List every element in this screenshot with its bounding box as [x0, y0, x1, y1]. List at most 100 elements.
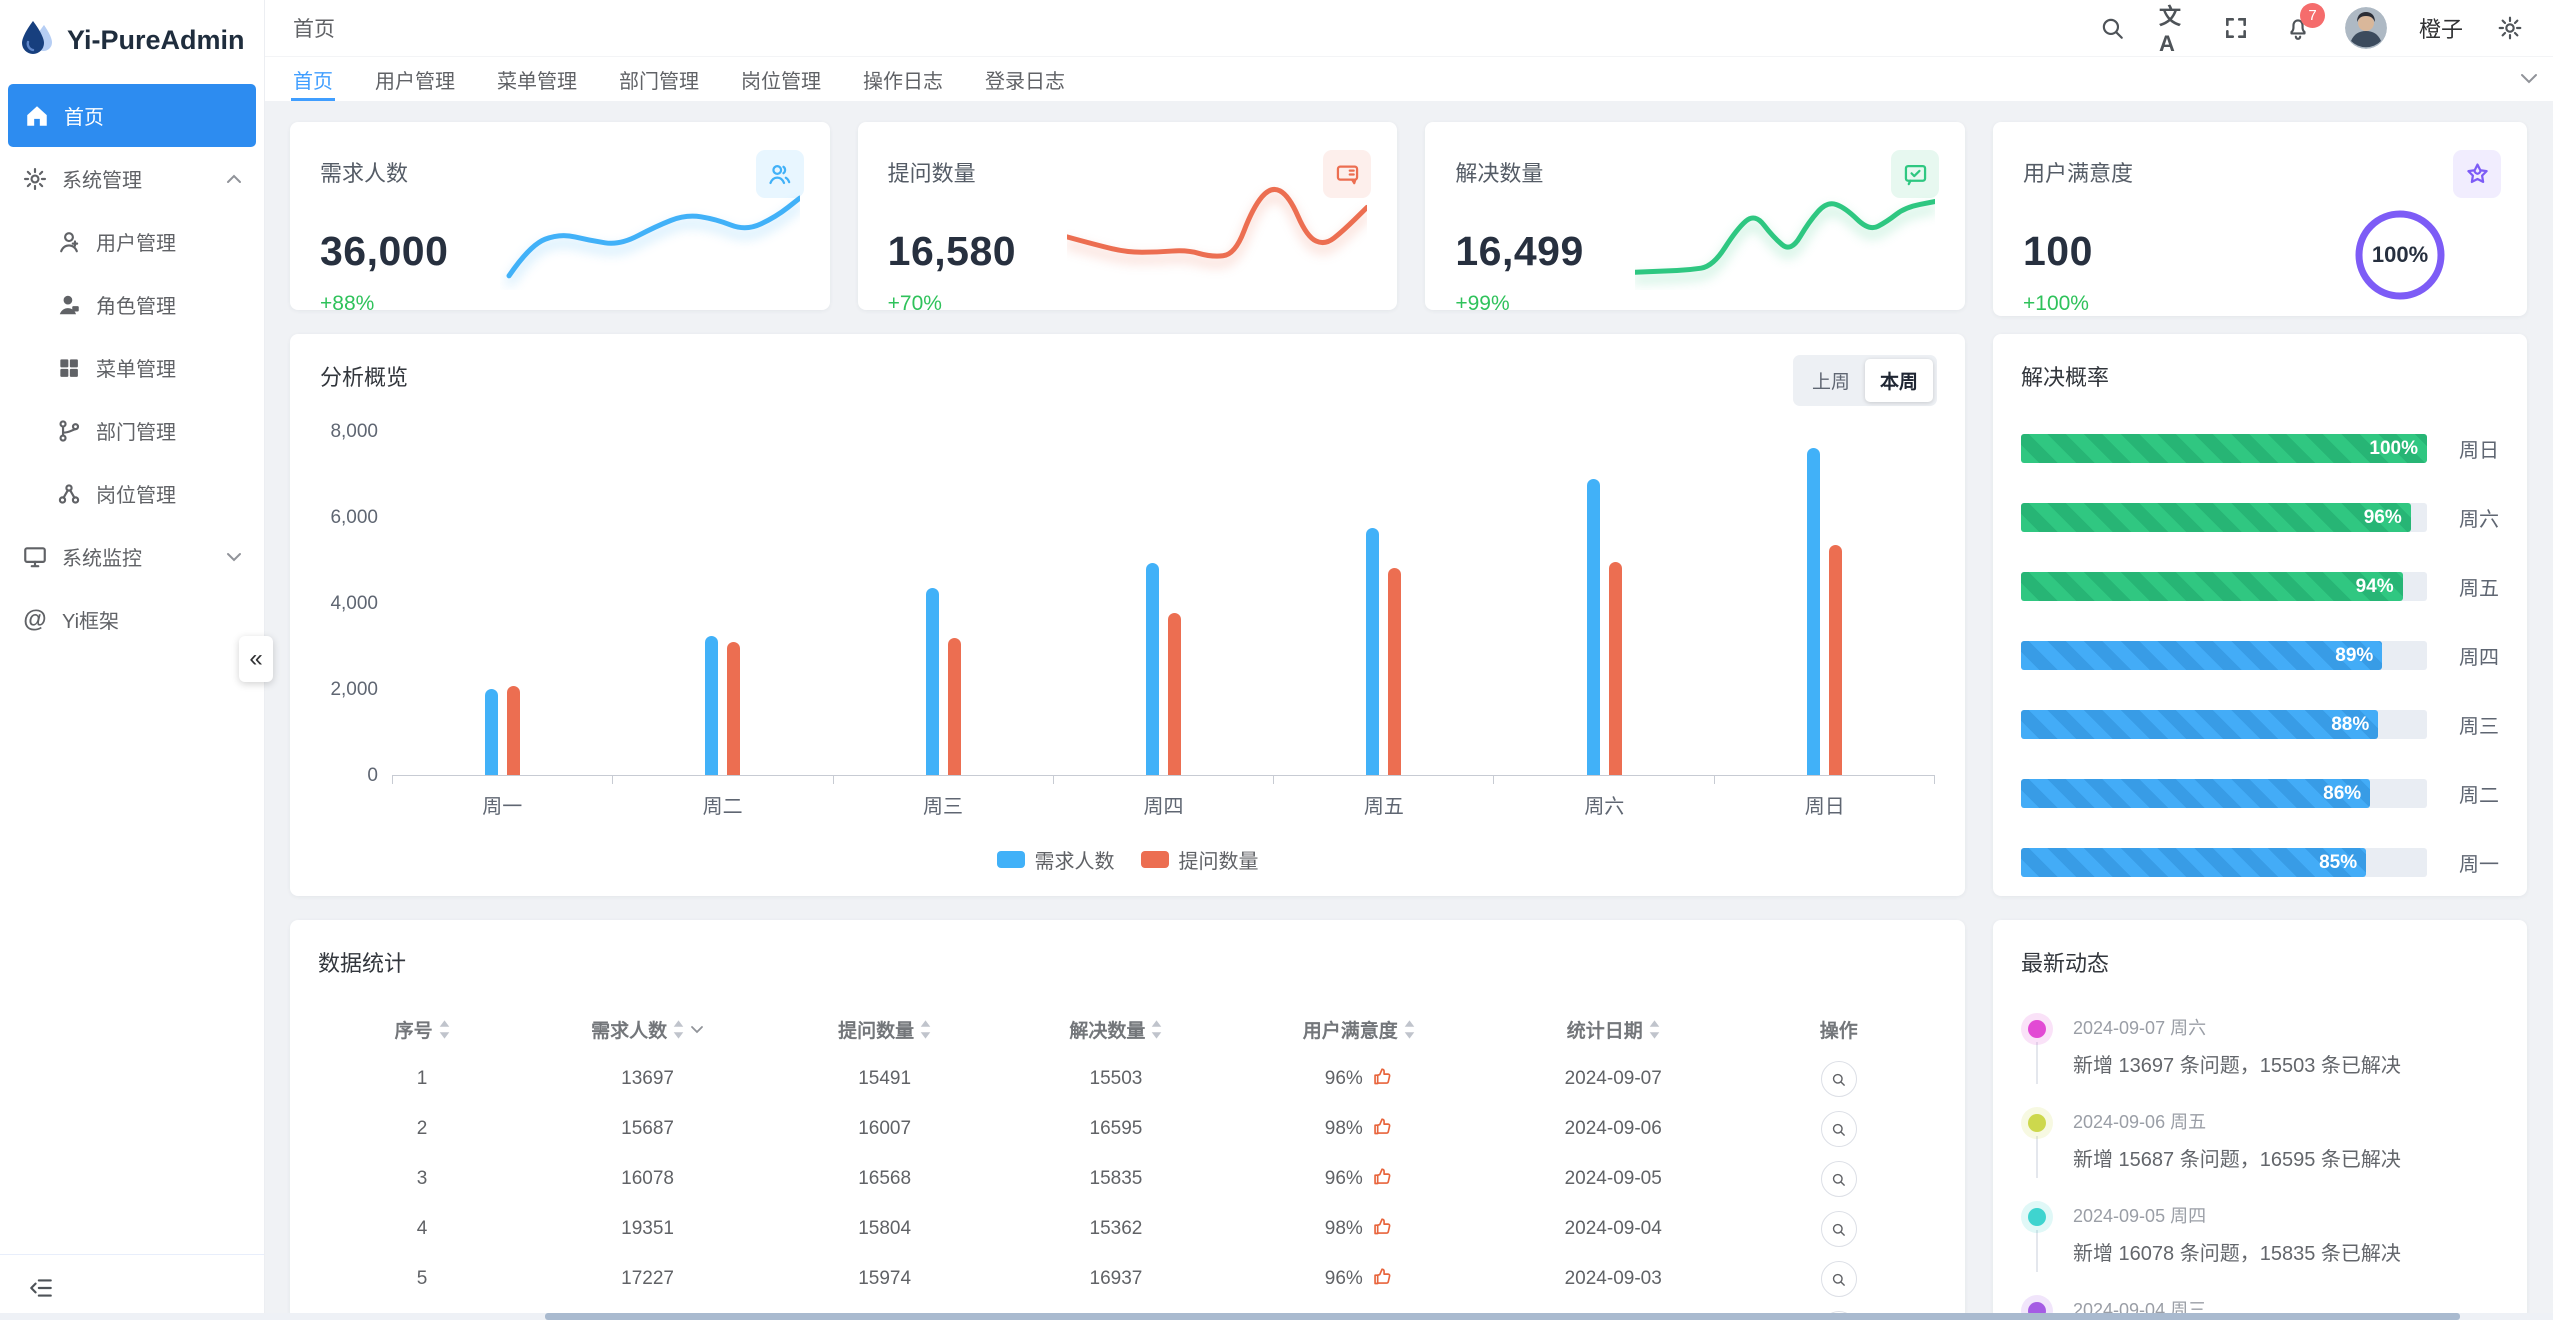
notification-badge: 7	[2299, 3, 2325, 28]
bar-提问数量[interactable]	[1167, 612, 1181, 775]
bar-提问数量[interactable]	[727, 641, 741, 775]
fullscreen-icon[interactable]	[2221, 13, 2251, 43]
table-header-用户满意度[interactable]: 用户满意度	[1232, 1016, 1486, 1043]
menu-fold-icon[interactable]	[26, 1273, 56, 1303]
filter-chevron-icon[interactable]	[690, 1018, 704, 1040]
logo[interactable]: Yi-PureAdmin	[0, 0, 264, 80]
row-view-button[interactable]	[1820, 1211, 1857, 1247]
grid-icon	[56, 355, 82, 381]
bar-需求人数[interactable]	[925, 587, 939, 775]
sort-icon[interactable]	[439, 1019, 450, 1039]
bar-需求人数[interactable]	[705, 636, 719, 775]
sort-icon[interactable]	[920, 1019, 931, 1039]
cell-solve: 16595	[1089, 1118, 1143, 1139]
tab-首页[interactable]: 首页	[291, 57, 335, 101]
cell-no: 4	[416, 1218, 428, 1239]
sidebar-item-角色管理[interactable]: 角色管理	[0, 273, 264, 336]
cell-solve: 15503	[1089, 1068, 1143, 1089]
sidebar-item-岗位管理[interactable]: 岗位管理	[0, 462, 264, 525]
bar-需求人数[interactable]	[484, 689, 498, 775]
progress-percent-label: 86%	[2323, 782, 2362, 804]
bar-提问数量[interactable]	[1388, 568, 1402, 775]
sidebar-item-home[interactable]: 首页	[8, 84, 256, 147]
cell-demand: 13697	[621, 1068, 674, 1089]
cell-no: 3	[416, 1168, 428, 1189]
activity-text: 新增 13697 条问题，15503 条已解决	[2073, 1055, 2401, 1077]
cell-satisfaction: 96%	[1232, 1066, 1486, 1093]
sort-icon[interactable]	[1649, 1019, 1660, 1039]
gear-icon[interactable]	[2495, 13, 2525, 43]
content: 需求人数 36,000 +88% 提问数量 16,580 +70% 解决数量 16,499 +9…	[265, 101, 2553, 1320]
user-name[interactable]: 橙子	[2418, 17, 2463, 42]
bar-提问数量[interactable]	[947, 637, 961, 775]
tab-菜单管理[interactable]: 菜单管理	[497, 70, 577, 93]
sidebar-item-部门管理[interactable]: 部门管理	[0, 399, 264, 462]
stat-card-value: 36,000	[320, 228, 449, 274]
table-header-需求人数[interactable]: 需求人数	[526, 1016, 769, 1043]
row-view-button[interactable]	[1820, 1261, 1857, 1297]
x-tick	[834, 776, 1054, 784]
chevron-down-icon	[226, 545, 242, 568]
sidebar-item-系统管理[interactable]: 系统管理	[0, 147, 264, 210]
bar-需求人数[interactable]	[1807, 448, 1821, 775]
bell-icon[interactable]: 7	[2283, 3, 2325, 43]
last-week-button[interactable]: 上周	[1811, 372, 1850, 393]
table-title: 数据统计	[318, 951, 407, 976]
tab-用户管理[interactable]: 用户管理	[375, 70, 455, 93]
row-view-button[interactable]	[1820, 1111, 1857, 1147]
sidebar-item-label: 部门管理	[96, 422, 176, 444]
tab-岗位管理[interactable]: 岗位管理	[741, 70, 821, 93]
header-label: 提问数量	[838, 1020, 915, 1042]
y-tick-label: 2,000	[330, 679, 378, 700]
topbar: 首页 文A 7	[265, 0, 2553, 57]
tabs-chevron-down-icon[interactable]	[2505, 57, 2553, 101]
bar-需求人数[interactable]	[1366, 528, 1380, 775]
bar-提问数量[interactable]	[1829, 544, 1843, 775]
sidebar-item-label: 用户管理	[96, 233, 176, 255]
sparkline	[506, 195, 800, 279]
solve-rate-title: 解决概率	[2021, 365, 2110, 390]
sidebar-item-label: 菜单管理	[96, 359, 176, 381]
stat-card-value: 16,499	[1455, 228, 1584, 274]
bar-提问数量[interactable]	[1608, 562, 1622, 775]
table-header-解决数量[interactable]: 解决数量	[1000, 1016, 1231, 1043]
header-label: 解决数量	[1069, 1020, 1146, 1042]
sidebar-footer	[0, 1254, 264, 1320]
sort-icon[interactable]	[1404, 1019, 1415, 1039]
timeline-rail	[2021, 1108, 2073, 1178]
tab-登录日志[interactable]: 登录日志	[985, 70, 1065, 93]
tab-操作日志[interactable]: 操作日志	[863, 70, 943, 93]
legend-item-提问数量[interactable]: 提问数量	[1140, 845, 1259, 874]
cell-no: 2	[416, 1118, 428, 1139]
progress-fill: 88%	[2021, 710, 2379, 739]
bar-需求人数[interactable]	[1145, 563, 1159, 775]
table-body: 1 13697 15491 15503 96% 2024-09-07 2 15687 16007…	[318, 1054, 1937, 1320]
legend-item-需求人数[interactable]: 需求人数	[996, 845, 1115, 874]
stat-card-delta: +88%	[320, 292, 375, 315]
sidebar-item-系统监控[interactable]: 系统监控	[0, 525, 264, 588]
horizontal-scrollbar-thumb[interactable]	[545, 1313, 2460, 1320]
bar-需求人数[interactable]	[1586, 479, 1600, 775]
tab-部门管理[interactable]: 部门管理	[619, 70, 699, 93]
sort-icon[interactable]	[673, 1019, 684, 1039]
progress-track: 89%	[2021, 641, 2427, 670]
table-header-提问数量[interactable]: 提问数量	[769, 1016, 1000, 1043]
sidebar-item-Yi框架[interactable]: @ Yi框架	[0, 588, 264, 651]
row-view-button[interactable]	[1820, 1061, 1857, 1097]
this-week-button[interactable]: 本周	[1864, 359, 1933, 402]
sidebar-collapse-button[interactable]: «	[239, 636, 273, 682]
avatar[interactable]	[2344, 7, 2387, 49]
cell-satisfaction: 96%	[1232, 1266, 1486, 1293]
search-icon[interactable]	[2097, 13, 2127, 43]
users-icon	[755, 150, 804, 198]
table-header-统计日期[interactable]: 统计日期	[1486, 1016, 1740, 1043]
translate-icon[interactable]: 文A	[2158, 4, 2181, 56]
table-header-序号[interactable]: 序号	[318, 1016, 526, 1043]
solve-rate-list: 100% 周日 96% 周六 94% 周五 89% 周四 88% 周三 86% 周二 85% 周一	[2021, 434, 2499, 877]
sort-icon[interactable]	[1151, 1019, 1162, 1039]
sparkline	[1067, 186, 1368, 259]
sidebar-item-用户管理[interactable]: 用户管理	[0, 210, 264, 273]
bar-提问数量[interactable]	[506, 686, 520, 775]
sidebar-item-菜单管理[interactable]: 菜单管理	[0, 336, 264, 399]
row-view-button[interactable]	[1820, 1161, 1857, 1197]
